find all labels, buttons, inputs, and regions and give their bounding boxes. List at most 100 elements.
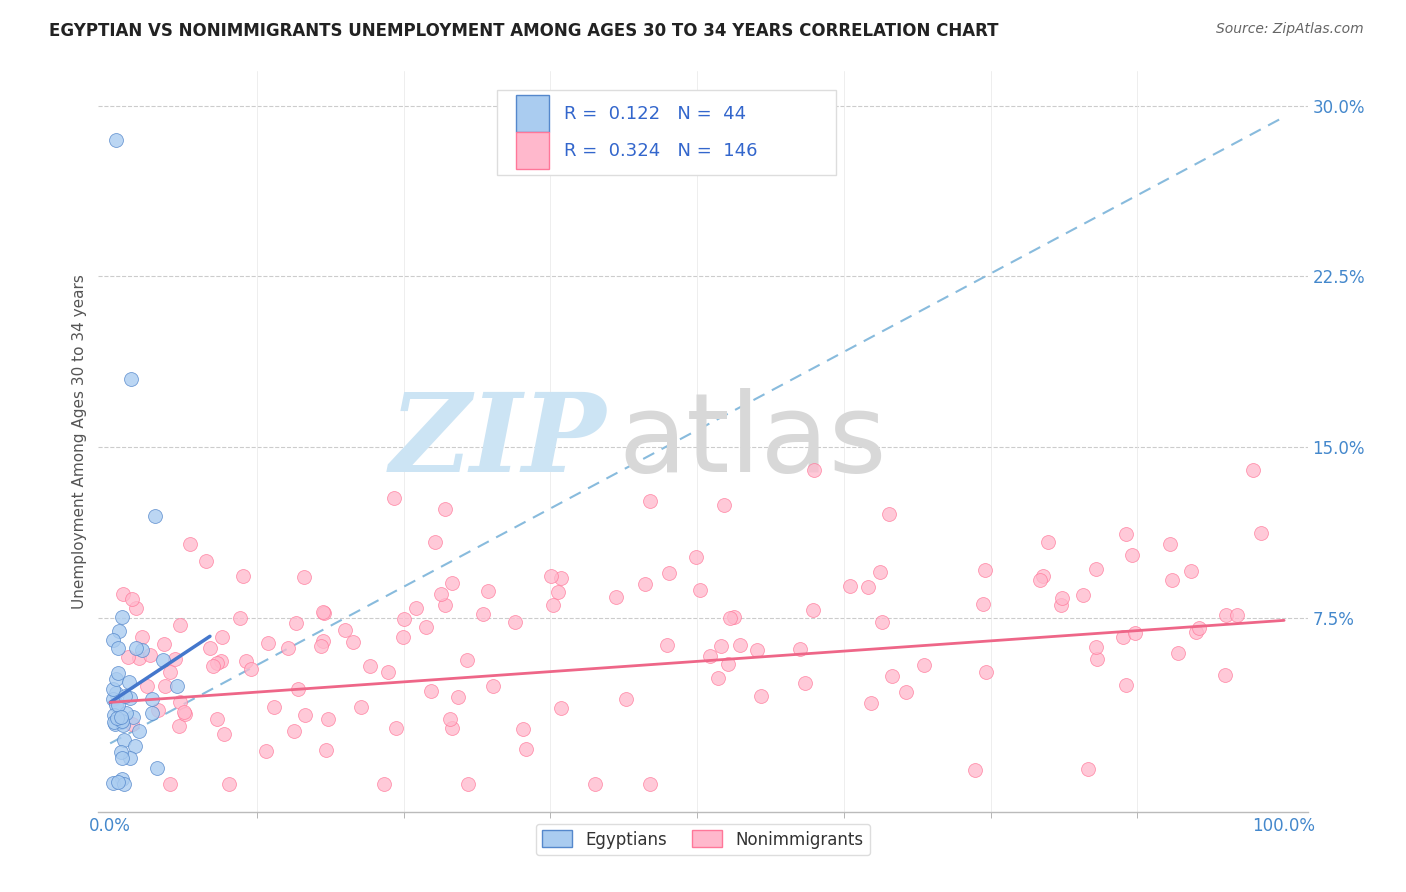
Point (146, 761, 169, 775)
Point (110, 714, 132, 728)
Point (685, 550, 707, 565)
Point (859, 696, 882, 710)
Point (118, 751, 141, 765)
Point (120, 372, 142, 386)
Point (283, 723, 305, 738)
Point (801, 603, 824, 617)
Point (205, 656, 228, 670)
Point (101, 692, 124, 706)
Point (974, 665, 997, 680)
Point (239, 661, 262, 675)
Point (314, 607, 336, 621)
Point (174, 706, 197, 721)
Point (1112, 630, 1135, 644)
Point (1167, 647, 1189, 661)
FancyBboxPatch shape (498, 90, 837, 175)
Point (104, 686, 127, 700)
Point (457, 776, 479, 790)
Point (104, 672, 127, 686)
Point (1180, 564, 1202, 578)
Point (373, 777, 395, 791)
Point (235, 654, 257, 668)
Point (105, 711, 128, 725)
Point (257, 636, 280, 650)
Point (503, 615, 526, 629)
Point (481, 679, 503, 693)
Point (121, 717, 143, 731)
Point (803, 463, 825, 477)
Point (1226, 607, 1249, 622)
Text: Source: ZipAtlas.com: Source: ZipAtlas.com (1216, 22, 1364, 37)
Point (141, 706, 163, 721)
Point (112, 587, 135, 601)
Point (169, 695, 191, 709)
Point (472, 607, 495, 621)
Point (342, 635, 364, 649)
Point (1038, 535, 1060, 549)
Point (312, 634, 335, 648)
Point (110, 710, 132, 724)
Point (167, 719, 190, 733)
Point (634, 577, 657, 591)
Point (547, 584, 569, 599)
Point (1241, 463, 1264, 477)
Point (447, 690, 470, 704)
Point (794, 676, 817, 690)
Point (723, 609, 745, 624)
Point (125, 640, 148, 655)
Point (316, 712, 339, 726)
Point (713, 499, 735, 513)
Point (541, 598, 564, 612)
Text: R =  0.122   N =  44: R = 0.122 N = 44 (564, 104, 747, 122)
Point (128, 651, 150, 665)
Point (107, 665, 129, 680)
Point (232, 569, 254, 583)
Point (512, 723, 534, 737)
Point (350, 700, 373, 714)
Point (1215, 668, 1237, 682)
Point (124, 739, 146, 753)
Point (1050, 591, 1073, 605)
Point (430, 587, 453, 601)
Point (198, 640, 221, 655)
Point (1084, 562, 1107, 576)
Point (433, 598, 456, 612)
Text: EGYPTIAN VS NONIMMIGRANTS UNEMPLOYMENT AMONG AGES 30 TO 34 YEARS CORRELATION CHA: EGYPTIAN VS NONIMMIGRANTS UNEMPLOYMENT A… (49, 22, 998, 40)
Point (107, 640, 129, 655)
Point (159, 665, 181, 680)
Point (439, 712, 461, 726)
Point (276, 641, 298, 656)
Point (415, 620, 437, 634)
Point (121, 709, 143, 723)
Point (254, 744, 277, 758)
Point (101, 632, 124, 647)
Point (153, 637, 176, 651)
Point (405, 601, 427, 615)
Point (869, 565, 891, 579)
Text: R =  0.324   N =  146: R = 0.324 N = 146 (564, 142, 758, 160)
Point (425, 534, 447, 549)
Point (105, 698, 128, 712)
Point (550, 571, 572, 585)
Point (434, 501, 457, 516)
Point (477, 584, 499, 599)
Point (870, 615, 893, 629)
Point (1115, 678, 1137, 692)
Point (309, 639, 332, 653)
Point (212, 727, 235, 741)
Point (101, 681, 124, 696)
Point (205, 712, 228, 726)
Point (112, 718, 135, 732)
Point (112, 777, 135, 791)
Point (103, 707, 125, 722)
Point (118, 675, 141, 690)
Point (315, 743, 337, 757)
Point (131, 630, 153, 644)
Y-axis label: Unemployment Among Ages 30 to 34 years: Unemployment Among Ages 30 to 34 years (72, 274, 87, 609)
Point (657, 638, 679, 652)
Point (128, 723, 150, 738)
Point (202, 659, 225, 673)
Point (912, 658, 935, 673)
Point (159, 777, 181, 791)
Point (583, 777, 606, 791)
